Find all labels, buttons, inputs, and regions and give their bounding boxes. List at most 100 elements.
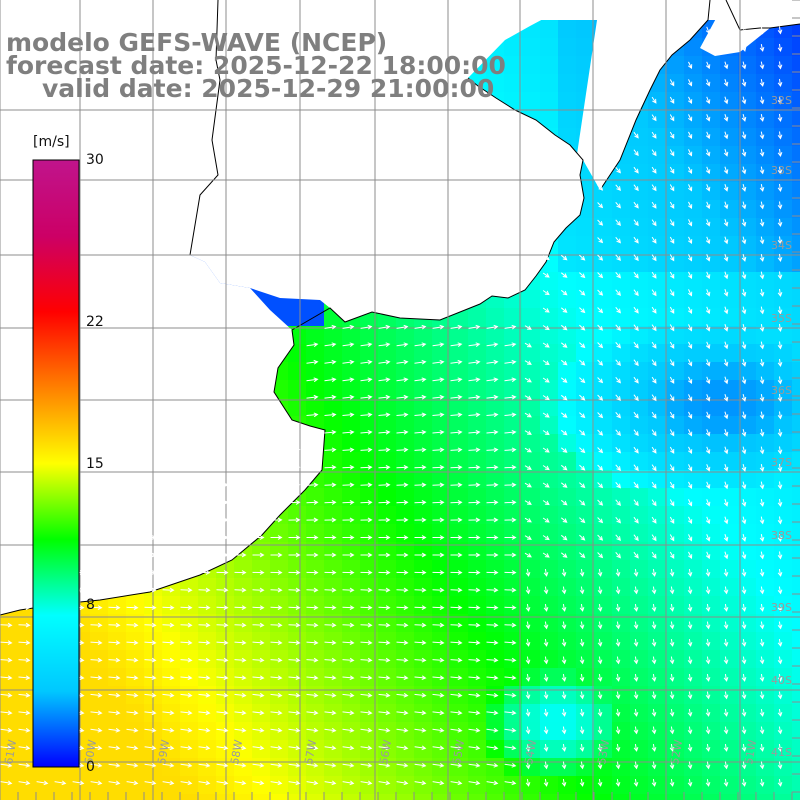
wind-cell	[378, 596, 397, 615]
wind-cell	[774, 326, 793, 345]
wind-cell	[540, 398, 559, 417]
wind-arrow	[688, 481, 693, 490]
wind-arrow	[705, 761, 711, 770]
wind-arrow	[579, 691, 585, 700]
wind-arrow	[597, 586, 603, 595]
wind-arrow	[252, 692, 265, 698]
wind-cell	[702, 632, 721, 651]
wind-arrow	[324, 552, 337, 558]
wind-cell	[576, 362, 595, 381]
wind-arrow	[633, 131, 639, 139]
wind-cell	[432, 776, 451, 795]
wind-arrow	[306, 517, 319, 523]
wind-cell	[288, 560, 307, 579]
wind-cell	[666, 704, 685, 723]
wind-arrow	[414, 780, 427, 786]
wind-arrow	[777, 341, 783, 350]
wind-cell	[486, 326, 505, 345]
wind-cell	[720, 416, 739, 435]
wind-cell	[774, 794, 793, 800]
wind-arrow	[288, 710, 301, 716]
wind-cell	[666, 182, 685, 201]
wind-arrow	[468, 605, 481, 610]
wind-cell	[378, 560, 397, 579]
wind-arrow	[18, 745, 31, 751]
wind-arrow	[414, 465, 427, 470]
wind-arrow	[270, 640, 283, 645]
wind-cell	[18, 758, 37, 777]
wind-cell	[576, 470, 595, 489]
latitude-label: 33S	[771, 164, 792, 177]
wind-arrow	[324, 640, 337, 645]
wind-cell	[684, 506, 703, 525]
wind-cell	[774, 452, 793, 471]
wind-arrow	[162, 622, 175, 628]
wind-arrow	[741, 744, 747, 752]
wind-arrow	[450, 640, 463, 645]
wind-cell	[756, 308, 775, 327]
wind-cell	[738, 578, 757, 597]
wind-arrow	[723, 674, 729, 682]
wind-arrow	[180, 727, 193, 733]
wind-arrow	[468, 342, 481, 347]
wind-cell	[576, 632, 595, 651]
wind-arrow	[651, 446, 657, 454]
wind-cell	[648, 524, 667, 543]
wind-cell	[612, 290, 631, 309]
wind-arrow	[306, 500, 319, 505]
wind-cell	[306, 362, 325, 381]
wind-arrow	[651, 604, 657, 612]
wind-arrow	[450, 692, 463, 698]
wind-arrow	[542, 255, 550, 261]
wind-arrow	[486, 429, 499, 435]
wind-cell	[216, 794, 235, 800]
wind-arrow	[651, 586, 657, 595]
wind-cell	[486, 614, 505, 633]
wind-cell	[684, 380, 703, 399]
wind-cell	[756, 740, 775, 759]
wind-cell	[540, 290, 559, 309]
wind-cell	[576, 434, 595, 453]
wind-cell	[522, 614, 541, 633]
wind-cell	[342, 380, 361, 399]
wind-arrow	[450, 394, 463, 400]
wind-arrow	[18, 605, 31, 610]
wind-arrow	[597, 202, 604, 209]
wind-arrow	[777, 639, 783, 647]
wind-cell	[666, 398, 685, 417]
wind-cell	[792, 290, 800, 309]
wind-cell	[648, 596, 667, 615]
wind-arrow	[126, 745, 139, 751]
wind-cell	[684, 254, 703, 273]
wind-arrow	[597, 534, 604, 541]
wind-arrow	[669, 236, 675, 244]
wind-arrow	[108, 763, 121, 768]
wind-arrow	[162, 657, 175, 663]
wind-arrow	[144, 727, 157, 733]
wind-arrow	[0, 745, 13, 751]
wind-cell	[504, 614, 523, 633]
wind-arrow	[777, 376, 783, 385]
wind-arrow	[633, 341, 639, 349]
wind-arrow	[597, 272, 604, 279]
wind-cell	[450, 560, 469, 579]
wind-arrow	[234, 587, 247, 593]
wind-cell	[126, 596, 145, 615]
wind-cell	[612, 596, 631, 615]
wind-cell	[630, 506, 649, 525]
wind-arrow	[486, 675, 499, 681]
wind-cell	[162, 668, 181, 687]
wind-arrow	[615, 376, 621, 384]
wind-cell	[378, 542, 397, 561]
colorbar-tick-label: 22	[86, 313, 104, 330]
wind-arrow	[18, 675, 31, 681]
wind-cell	[756, 596, 775, 615]
wind-arrow	[216, 587, 229, 593]
wind-arrow	[688, 464, 693, 472]
wind-cell	[738, 650, 757, 669]
wind-cell	[630, 362, 649, 381]
wind-cell	[612, 218, 631, 237]
wind-arrow	[414, 570, 427, 575]
wind-arrow	[543, 761, 549, 770]
wind-cell	[450, 398, 469, 417]
